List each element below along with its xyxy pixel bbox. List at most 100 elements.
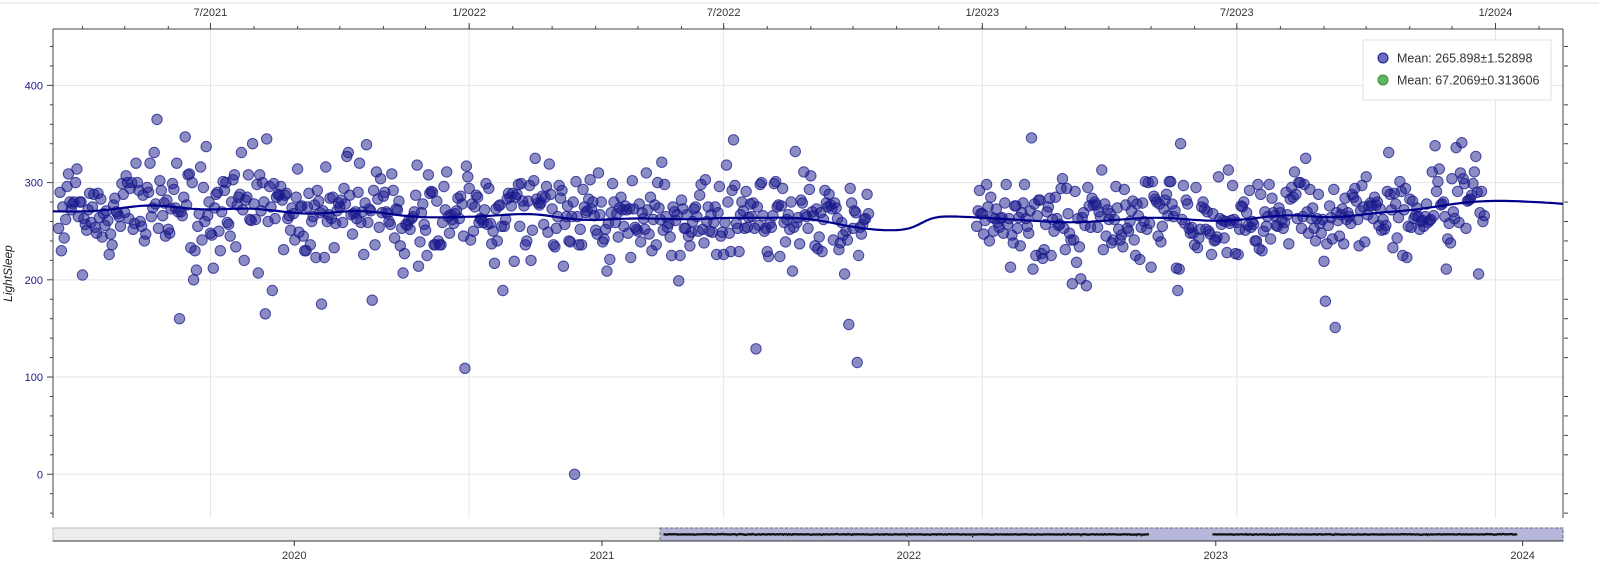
data-point[interactable] [1387, 242, 1399, 254]
data-point[interactable] [213, 225, 225, 237]
data-point[interactable] [1062, 208, 1074, 220]
data-point[interactable] [467, 225, 480, 237]
data-point[interactable] [1304, 183, 1316, 196]
data-point[interactable] [362, 216, 374, 229]
data-point[interactable] [1056, 173, 1069, 185]
data-point[interactable] [71, 163, 83, 175]
data-point[interactable] [1134, 253, 1146, 266]
data-point[interactable] [1014, 240, 1026, 252]
data-point[interactable] [549, 241, 561, 253]
data-point[interactable] [656, 156, 668, 168]
data-point[interactable] [130, 157, 142, 169]
data-point[interactable] [1360, 171, 1372, 183]
data-point[interactable] [388, 232, 401, 244]
data-point[interactable] [417, 198, 429, 210]
data-point[interactable] [653, 202, 665, 214]
data-point[interactable] [491, 235, 503, 247]
data-point[interactable] [228, 169, 241, 181]
data-point[interactable] [601, 265, 613, 277]
data-point[interactable] [277, 244, 290, 256]
data-point[interactable] [241, 191, 253, 203]
data-point[interactable] [844, 182, 856, 195]
data-point[interactable] [1460, 222, 1472, 235]
data-point[interactable] [779, 236, 792, 248]
data-point[interactable] [750, 343, 762, 355]
data-point[interactable] [556, 184, 568, 197]
data-point[interactable] [635, 236, 647, 248]
data-point[interactable] [328, 242, 340, 254]
data-point[interactable] [249, 213, 262, 226]
data-point[interactable] [1000, 178, 1012, 191]
data-point[interactable] [419, 224, 432, 236]
data-point[interactable] [1399, 182, 1412, 195]
data-point[interactable] [393, 195, 405, 207]
data-point[interactable] [727, 134, 740, 146]
data-point[interactable] [346, 228, 359, 240]
data-point[interactable] [318, 251, 331, 264]
data-point[interactable] [269, 212, 281, 225]
data-point[interactable] [1165, 175, 1177, 188]
data-point[interactable] [664, 231, 676, 243]
data-point[interactable] [584, 174, 596, 186]
data-point[interactable] [1096, 164, 1108, 176]
data-point[interactable] [342, 146, 354, 159]
data-point[interactable] [1300, 152, 1312, 165]
data-point[interactable] [1323, 200, 1336, 212]
data-point[interactable] [689, 201, 702, 213]
data-point[interactable] [114, 220, 127, 233]
data-point[interactable] [699, 174, 712, 186]
data-point[interactable] [487, 225, 499, 237]
data-point[interactable] [76, 269, 89, 281]
data-point[interactable] [1256, 245, 1268, 257]
data-point[interactable] [567, 196, 579, 208]
data-point[interactable] [336, 216, 349, 229]
data-point[interactable] [196, 234, 208, 246]
data-point[interactable] [237, 204, 249, 216]
data-point[interactable] [69, 176, 82, 189]
data-point[interactable] [1252, 178, 1264, 191]
data-point[interactable] [1031, 210, 1043, 222]
data-point[interactable] [1097, 244, 1110, 256]
data-point[interactable] [200, 140, 212, 153]
data-point[interactable] [1290, 188, 1302, 201]
data-point[interactable] [1472, 268, 1485, 280]
data-point[interactable] [971, 220, 983, 233]
data-point[interactable] [1011, 222, 1024, 235]
data-point[interactable] [366, 294, 378, 306]
data-point[interactable] [242, 169, 255, 181]
data-point[interactable] [142, 186, 155, 199]
data-point[interactable] [1146, 175, 1159, 188]
data-point[interactable] [1172, 284, 1184, 297]
data-point[interactable] [1456, 137, 1468, 149]
data-point[interactable] [1383, 146, 1395, 159]
data-point[interactable] [1049, 191, 1062, 203]
data-point[interactable] [1160, 188, 1173, 201]
data-point[interactable] [261, 133, 273, 145]
data-point[interactable] [1070, 256, 1083, 268]
data-point[interactable] [852, 249, 865, 262]
data-point[interactable] [187, 274, 200, 286]
data-point[interactable] [186, 176, 198, 189]
data-point[interactable] [266, 284, 278, 297]
data-point[interactable] [173, 313, 186, 325]
data-point[interactable] [1260, 220, 1273, 233]
data-point[interactable] [384, 218, 397, 231]
data-point[interactable] [985, 191, 997, 203]
data-point[interactable] [1190, 181, 1202, 194]
data-point[interactable] [1027, 263, 1039, 275]
data-point[interactable] [1212, 171, 1225, 183]
data-point[interactable] [214, 245, 227, 257]
data-point[interactable] [803, 183, 816, 196]
data-point[interactable] [1392, 211, 1405, 224]
data-point[interactable] [95, 193, 107, 205]
data-point[interactable] [1222, 164, 1235, 176]
data-point[interactable] [456, 198, 468, 210]
data-point[interactable] [1082, 181, 1094, 194]
data-point[interactable] [1468, 166, 1481, 178]
data-point[interactable] [723, 227, 735, 239]
data-point[interactable] [805, 170, 817, 182]
data-point[interactable] [1401, 251, 1413, 264]
data-point[interactable] [526, 224, 539, 236]
data-point[interactable] [775, 200, 787, 212]
data-point[interactable] [1118, 183, 1131, 196]
